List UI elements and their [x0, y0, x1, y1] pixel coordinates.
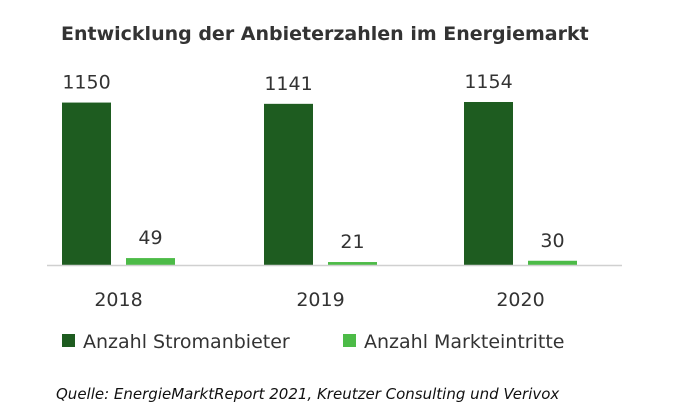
- data-label-markteintritte-2020: 30: [540, 230, 564, 252]
- bar-stromanbieter-2019: [264, 103, 313, 266]
- bar-markteintritte-2020: [528, 260, 577, 265]
- bar-stromanbieter-2020: [464, 102, 513, 265]
- legend-label-stromanbieter: Anzahl Stromanbieter: [83, 331, 290, 353]
- x-tick-2019: 2019: [296, 289, 344, 311]
- legend-swatch-markteintritte: [343, 334, 356, 347]
- data-label-stromanbieter-2020: 1154: [464, 71, 512, 93]
- plot-area: 1150 49 1141 21 1154 30: [62, 71, 577, 266]
- data-label-stromanbieter-2018: 1150: [62, 72, 110, 94]
- bar-markteintritte-2018: [126, 258, 175, 265]
- bar-markteintritte-2019: [328, 262, 377, 265]
- x-axis-ticks: 2018 2019 2020: [94, 289, 544, 311]
- legend-label-markteintritte: Anzahl Markteintritte: [364, 331, 564, 353]
- x-tick-2018: 2018: [94, 289, 142, 311]
- data-label-stromanbieter-2019: 1141: [264, 73, 312, 95]
- legend-swatch-stromanbieter: [62, 334, 75, 347]
- bar-stromanbieter-2018: [62, 102, 111, 265]
- legend: Anzahl Stromanbieter Anzahl Markteintritt…: [62, 331, 564, 353]
- data-label-markteintritte-2019: 21: [340, 231, 364, 253]
- chart-title: Entwicklung der Anbieterzahlen im Energi…: [61, 23, 589, 45]
- x-tick-2020: 2020: [496, 289, 544, 311]
- data-label-markteintritte-2018: 49: [138, 227, 162, 249]
- source-note: Quelle: EnergieMarktReport 2021, Kreutze…: [56, 385, 559, 403]
